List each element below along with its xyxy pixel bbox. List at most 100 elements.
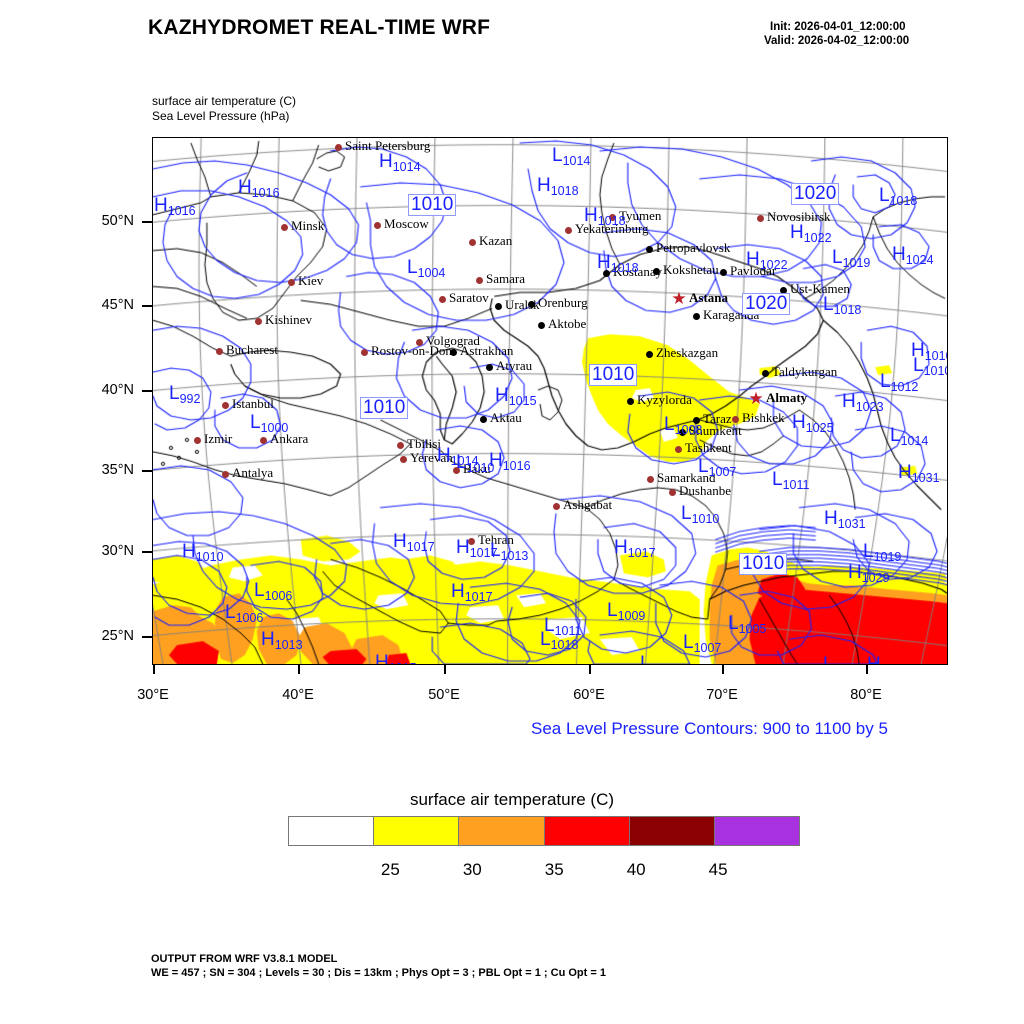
- city-label: Yerevan: [410, 450, 453, 465]
- x-axis-label: 40°E: [282, 687, 314, 703]
- city-dot-icon: [449, 348, 457, 356]
- isobar-value-label: 1010: [589, 364, 638, 386]
- city-label: Moscow: [384, 216, 429, 231]
- city-label: Kishinev: [265, 312, 312, 327]
- x-axis-label: 80°E: [850, 687, 882, 703]
- city-dot-icon: [608, 213, 616, 221]
- x-axis-tick: [153, 665, 155, 674]
- init-time-label: Init: 2026-04-01_12:00:00: [770, 21, 906, 33]
- city-label: Petropavlovsk: [656, 240, 731, 255]
- pressure-center-h: H1016: [238, 177, 280, 200]
- pressure-center-h: H1010: [911, 340, 947, 363]
- city-label: Kyzylorda: [637, 392, 692, 407]
- pressure-center-l: L1006: [254, 580, 293, 603]
- city-dot-icon: [692, 312, 700, 320]
- city-dot-icon: [399, 455, 407, 463]
- city-label: Orenburg: [538, 295, 588, 310]
- x-axis-tick: [722, 665, 724, 674]
- pressure-center-l: L1010: [681, 503, 720, 526]
- pressure-center-h: H1022: [746, 249, 788, 272]
- colorbar-tick: 25: [380, 860, 400, 879]
- city-dot-icon: [221, 470, 229, 478]
- city-label: Antalya: [232, 465, 274, 480]
- city-dot-icon: [485, 363, 493, 371]
- pressure-center-h: H1017: [456, 537, 498, 560]
- pressure-center-h: H1017: [614, 537, 656, 560]
- valid-time-label: Valid: 2026-04-02_12:00:00: [764, 35, 910, 47]
- city-label: Kokshetau: [663, 262, 719, 277]
- city-label: Samara: [486, 271, 525, 286]
- model-output-label: OUTPUT FROM WRF V3.8.1 MODEL: [151, 953, 338, 965]
- colorbar-swatch-5: [714, 817, 800, 845]
- city-label: Izmir: [204, 431, 233, 446]
- city-dot-icon: [761, 369, 769, 377]
- city-label: Astana: [689, 290, 729, 305]
- colorbar-title: surface air temperature (C): [409, 790, 615, 809]
- pressure-center-h: H1013: [261, 629, 303, 652]
- weather-map[interactable]: Saint Petersburg Minsk Moscow Kazan Kiev Kish…: [152, 137, 948, 665]
- city-dot-icon: [645, 245, 653, 253]
- pressure-center-h: H1031: [898, 462, 940, 485]
- colorbar-tick: 30: [462, 860, 482, 879]
- city-label: Aktau: [490, 410, 522, 425]
- city-dot-icon: [360, 348, 368, 356]
- city-dot-icon: [193, 436, 201, 444]
- pressure-center-h: H1016: [154, 195, 196, 218]
- pressure-center-l: L992: [169, 383, 201, 406]
- colorbar-tick: 45: [708, 860, 728, 879]
- pressure-center-l: L1018: [879, 185, 918, 208]
- x-axis-label: 70°E: [706, 687, 738, 703]
- city-label: Aktobe: [548, 316, 587, 331]
- y-axis-tick: [142, 470, 152, 472]
- city-dot-icon: [221, 401, 229, 409]
- pressure-center-h: H1014: [437, 445, 479, 468]
- city-dot-icon: [467, 537, 475, 545]
- city-label: Kazan: [479, 233, 513, 248]
- city-dot-icon: [280, 223, 288, 231]
- city-dot-icon: [475, 276, 483, 284]
- pressure-center-h: H1018: [584, 205, 626, 228]
- city-label: Tehran: [478, 532, 514, 547]
- city-dot-icon: [415, 338, 423, 346]
- city-dot-icon: [756, 214, 764, 222]
- city-dot-icon: [779, 286, 787, 294]
- pressure-center-h: H1024: [892, 244, 934, 267]
- y-axis-tick: [142, 636, 152, 638]
- city-label: Kiev: [298, 273, 324, 288]
- city-dot-icon: [646, 475, 654, 483]
- pressure-center-l: L1004: [407, 257, 446, 280]
- x-axis-tick: [589, 665, 591, 674]
- city-dot-icon: [552, 502, 560, 510]
- city-label: Pavlodar: [730, 263, 777, 278]
- pressure-center-l: L1014: [552, 145, 591, 168]
- city-dot-icon: [564, 226, 572, 234]
- city-label: Ankara: [270, 431, 309, 446]
- pressure-center-l: L1019: [832, 247, 871, 270]
- isobar-value-label: 1020: [742, 293, 791, 315]
- x-axis-label: 60°E: [573, 687, 605, 703]
- colorbar-swatch-2: [459, 817, 545, 845]
- model-config-label: WE = 457 ; SN = 304 ; Levels = 30 ; Dis …: [151, 967, 606, 979]
- city-dot-icon: [373, 221, 381, 229]
- capital-star-icon: ★: [671, 289, 687, 308]
- city-dot-icon: [731, 415, 739, 423]
- pressure-center-l: L1007: [698, 456, 737, 479]
- x-axis-label: 30°E: [137, 687, 169, 703]
- city-dot-icon: [719, 268, 727, 276]
- field-pressure-label: Sea Level Pressure (hPa): [152, 109, 290, 123]
- pressure-center-l: L1010: [913, 355, 947, 378]
- city-dot-icon: [396, 441, 404, 449]
- pressure-center-l: L1008: [664, 414, 703, 437]
- isobar-value-label: 1020: [791, 183, 840, 205]
- city-dot-icon: [259, 436, 267, 444]
- x-axis-tick: [298, 665, 300, 674]
- y-axis-tick: [142, 390, 152, 392]
- isobar-value-label: 1010: [360, 397, 409, 419]
- pressure-center-h: H1016: [489, 450, 531, 473]
- city-label: Istanbul: [232, 396, 274, 411]
- pressure-center-h: H1017: [451, 581, 493, 604]
- city-dot-icon: [494, 302, 502, 310]
- pressure-center-h: H1015: [495, 385, 537, 408]
- city-label: Taraz: [703, 411, 732, 426]
- pressure-center-l: L1012: [880, 371, 919, 394]
